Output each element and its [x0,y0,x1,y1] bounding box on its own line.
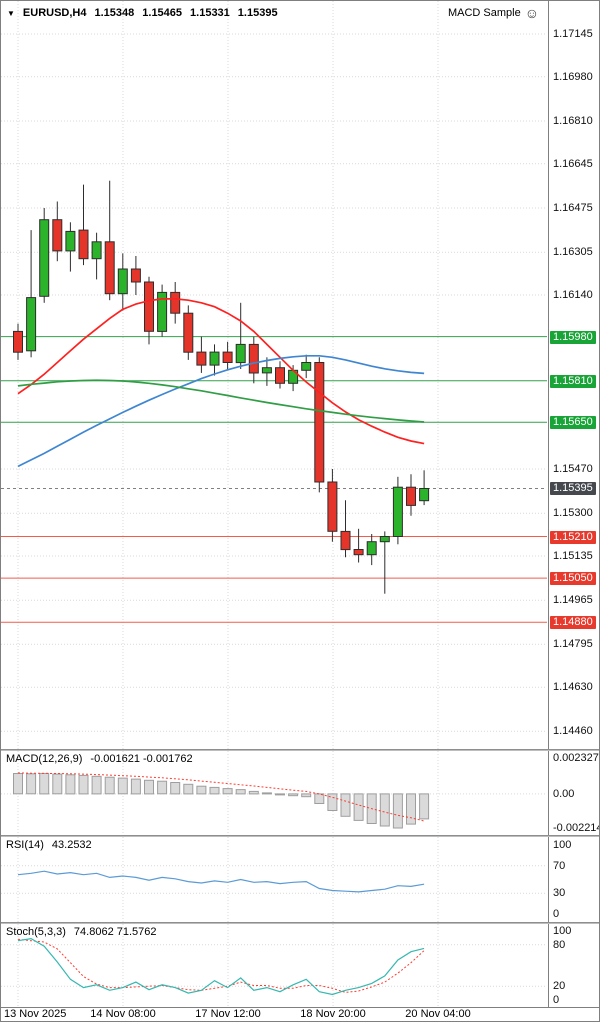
macd-label: MACD(12,26,9) [6,753,83,765]
ohlc-close: 1.15395 [237,7,278,19]
stochastic-signal-line [17,938,425,993]
price-tick: 1.15470 [553,463,593,475]
support-level-badge[interactable]: 1.14880 [550,616,596,629]
price-axis[interactable]: 1.17145 1.16980 1.16810 1.16645 1.16475 1.163… [548,1,599,749]
time-axis-label: 14 Nov 08:00 [90,1008,156,1020]
symbol-period-label: EURUSD,H4 [22,7,87,19]
macd-axis-tick: 0.00 [553,788,575,800]
rsi-chart[interactable] [1,837,547,922]
stochastic-axis-tick: 100 [553,925,572,937]
main-chart-panel: 1.17145 1.16980 1.16810 1.16645 1.16475 1.163… [1,1,599,749]
macd-values: -0.001621 -0.001762 [90,753,193,765]
rsi-axis-tick: 70 [553,860,566,872]
resistance-level-badge[interactable]: 1.15810 [550,375,596,388]
rsi-indicator-panel: 100 70 30 0 RSI(14) 43.2532 [1,837,599,922]
ohlc-low: 1.15331 [190,7,230,19]
rsi-axis-tick: 100 [553,839,572,851]
rsi-axis-tick: 30 [553,887,566,899]
stochastic-main-line [17,937,425,996]
candlestick-svg [1,1,547,749]
price-tick: 1.16140 [553,289,593,301]
chevron-down-icon[interactable]: ▼ [7,8,15,18]
panel-separator[interactable] [1,749,599,751]
macd-svg [1,751,547,835]
stochastic-svg [1,924,547,1007]
resistance-level-badge[interactable]: 1.15980 [550,331,596,344]
rsi-line [17,870,425,893]
rsi-header: RSI(14) 43.2532 [6,839,92,851]
stochastic-axis-tick: 0 [553,994,560,1006]
ma-blue [17,354,425,468]
price-tick: 1.15300 [553,507,593,519]
time-axis-label: 17 Nov 12:00 [195,1008,261,1020]
ma-red [17,298,425,445]
stochastic-label: Stoch(5,3,3) [6,926,66,938]
time-axis[interactable]: 13 Nov 2025 14 Nov 08:00 17 Nov 12:00 18 No… [1,1007,599,1021]
bid-price-badge[interactable]: 1.15395 [550,482,596,495]
price-tick: 1.14795 [553,638,593,650]
macd-signal-line [17,772,425,822]
stochastic-axis: 100 80 20 0 [548,924,599,1007]
rsi-values: 43.2532 [51,839,92,851]
price-tick: 1.16645 [553,158,593,170]
macd-axis-tick: 0.002327 [553,752,599,764]
macd-indicator-panel: 0.002327 0.00 -0.002214 MACD(12,26,9) -0.0… [1,751,599,835]
support-level-badge[interactable]: 1.15210 [550,531,596,544]
rsi-axis-tick: 0 [553,908,560,920]
support-level-badge[interactable]: 1.15050 [550,572,596,585]
stochastic-axis-tick: 80 [553,939,566,951]
template-label-group: MACD Sample ☺ [448,6,539,20]
price-tick: 1.16475 [553,202,593,214]
price-chart[interactable] [1,1,547,749]
price-tick: 1.17145 [553,28,593,40]
stochastic-header: Stoch(5,3,3) 74.8062 71.5762 [6,926,157,938]
stochastic-values: 74.8062 71.5762 [73,926,157,938]
time-axis-label: 13 Nov 2025 [4,1008,67,1020]
macd-axis: 0.002327 0.00 -0.002214 [548,751,599,835]
rsi-svg [1,837,547,922]
smiley-icon: ☺ [524,5,539,21]
price-tick: 1.16980 [553,71,593,83]
macd-chart[interactable] [1,751,547,835]
price-tick: 1.14630 [553,681,593,693]
stochastic-indicator-panel: 100 80 20 0 Stoch(5,3,3) 74.8062 71.5762 [1,924,599,1007]
panel-separator[interactable] [1,835,599,837]
price-tick: 1.16305 [553,246,593,258]
price-tick: 1.14965 [553,594,593,606]
price-tick: 1.16810 [553,115,593,127]
macd-header: MACD(12,26,9) -0.001621 -0.001762 [6,753,193,765]
stochastic-chart[interactable] [1,924,547,1007]
chart-header: ▼ EURUSD,H4 1.15348 1.15465 1.15331 1.15… [7,7,278,19]
ohlc-open: 1.15348 [94,7,135,19]
template-name-label: MACD Sample [447,7,521,19]
ohlc-high: 1.15465 [142,7,183,19]
ma-green [17,379,425,423]
time-axis-label: 18 Nov 20:00 [300,1008,366,1020]
resistance-level-badge[interactable]: 1.15650 [550,416,596,429]
panel-separator[interactable] [1,922,599,924]
stochastic-axis-tick: 20 [553,980,566,992]
macd-axis-tick: -0.002214 [553,822,599,834]
rsi-label: RSI(14) [6,839,44,851]
price-tick: 1.14460 [553,725,593,737]
time-axis-label: 20 Nov 04:00 [405,1008,471,1020]
price-tick: 1.15135 [553,550,593,562]
rsi-axis: 100 70 30 0 [548,837,599,922]
